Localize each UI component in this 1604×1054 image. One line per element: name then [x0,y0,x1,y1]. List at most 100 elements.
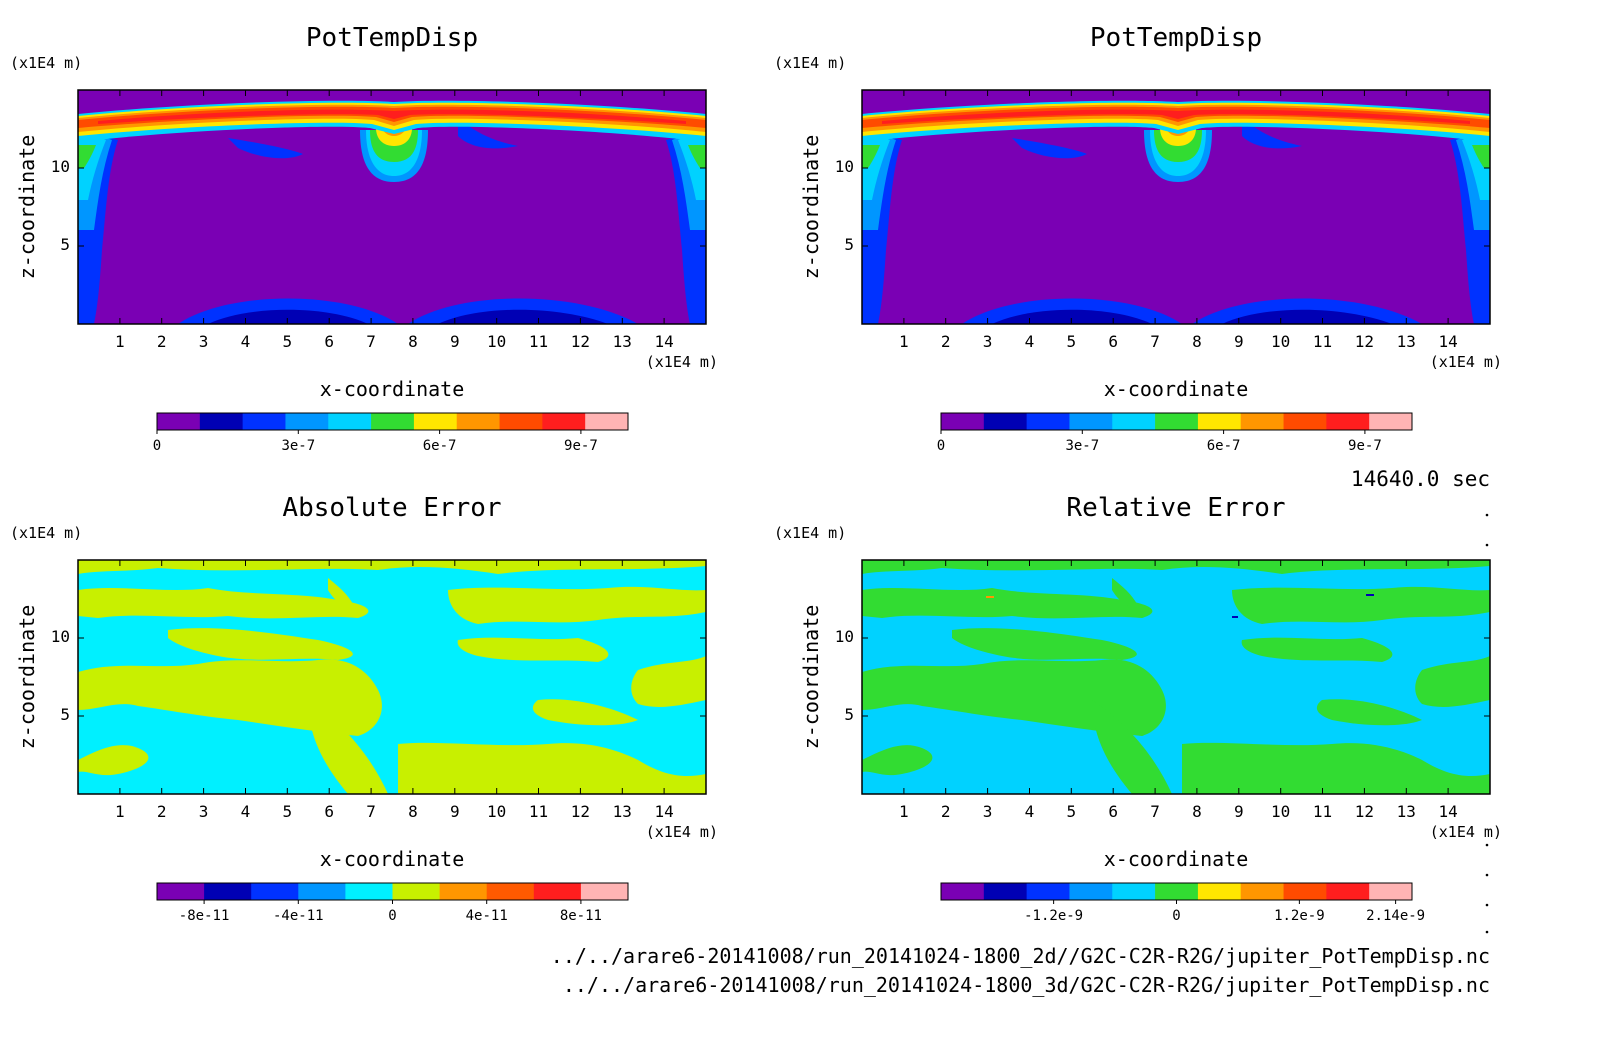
panel-3-ytick-10: 10 [51,627,70,646]
panel-3-x-label: x-coordinate [320,847,465,871]
panel-3-ytick-5: 5 [60,705,70,724]
panel-3-colorbar-segment [204,883,252,900]
panel-2-y-unit: (x1E4 m) [774,54,846,72]
panel-1-ytick-5: 5 [60,235,70,254]
panel-2-colorbar-segment [1112,413,1156,430]
panel-3-xtick-5: 5 [283,802,293,821]
panel-2-xtick-7: 7 [1150,332,1160,351]
panel-2-ytick-10: 10 [835,157,854,176]
panel-3-xtick-14: 14 [655,802,674,821]
panel-3-colorbar-segment [486,883,535,900]
panel-1-x-label: x-coordinate [320,377,465,401]
panel-3-colorbar-segment [533,883,582,900]
panel-1-colorbar-segment [242,413,286,430]
panel-3-xtick-9: 9 [450,802,460,821]
panel-3: Absolute Error (x1E4 m) 1 2 3 4 5 6 7 8 9 10 11 12 1… [10,493,718,924]
panel-4-xtick-7: 7 [1150,802,1160,821]
panel-1-colorbar-segment [456,413,501,430]
panel-4-xtick-10: 10 [1271,802,1290,821]
panel-2-y-label: z-coordinate [799,135,823,280]
panel-4-xtick-3: 3 [983,802,993,821]
file-path-2: ../../arare6-20141008/run_20141024-1800_… [563,973,1490,997]
panel-1-xtick-1: 1 [115,332,125,351]
panel-1-colorbar-label: 3e-7 [281,438,315,454]
panel-4-xtick-6: 6 [1108,802,1118,821]
panel-1-xtick-9: 9 [450,332,460,351]
panel-1-title: PotTempDisp [306,23,478,53]
panel-4-xtick-2: 2 [941,802,951,821]
panel-3-xtick-12: 12 [571,802,590,821]
panel-3-xtick-8: 8 [408,802,418,821]
panel-2-colorbar-segment [1326,413,1370,430]
panel-3-colorbar-label: 0 [388,908,396,924]
panel-1-xtick-12: 12 [571,332,590,351]
panel-1-colorbar-segment [499,413,543,430]
panel-4-colorbar-label: -1.2e-9 [1024,908,1083,924]
panel-4-colorbar-segment [1069,883,1113,900]
panel-2-colorbar-segment [1197,413,1242,430]
panel-3-xtick-13: 13 [613,802,632,821]
file-path-1: ../../arare6-20141008/run_20141024-1800_… [551,944,1490,968]
panel-2-xtick-6: 6 [1108,332,1118,351]
panel-4-colorbar-segment [1197,883,1242,900]
panel-4-xtick-9: 9 [1234,802,1244,821]
panel-1-colorbar-segment [585,413,629,430]
panel-1-colorbar-segment [199,413,244,430]
panel-2: PotTempDisp (x1E4 m) 1 2 3 4 5 6 7 8 9 10 11 12 13 14… [774,23,1502,454]
panel-4-colorbar-segment [1369,883,1413,900]
panel-3-colorbar-segment [251,883,299,900]
panel-2-xtick-4: 4 [1025,332,1035,351]
panel-3-colorbar-segment [392,883,441,900]
panel-1-y-label: z-coordinate [15,135,39,280]
panel-3-heatmap [78,560,706,794]
panel-1-colorbar-segment [542,413,586,430]
panel-4-title: Relative Error [1066,493,1285,523]
panel-3-colorbar-segment [345,883,393,900]
panel-2-colorbar-segment [983,413,1028,430]
panel-4-ytick-5: 5 [844,705,854,724]
panel-2-xtick-9: 9 [1234,332,1244,351]
panel-1-xtick-13: 13 [613,332,632,351]
panel-2-title: PotTempDisp [1090,23,1262,53]
panel-1-xtick-4: 4 [241,332,251,351]
panel-2-xtick-5: 5 [1067,332,1077,351]
panel-2-colorbar-label: 0 [937,438,945,454]
panel-1-colorbar-label: 9e-7 [564,438,598,454]
panel-3-xtick-6: 6 [324,802,334,821]
panel-4-xtick-13: 13 [1397,802,1416,821]
panel-2-colorbar-segment [1369,413,1413,430]
panel-4-colorbar-segment [1326,883,1370,900]
panel-3-title: Absolute Error [282,493,501,523]
panel-1-colorbar-segment [285,413,329,430]
panel-2-xtick-8: 8 [1192,332,1202,351]
panel-2-xtick-3: 3 [983,332,993,351]
panel-4-y-label: z-coordinate [799,605,823,750]
panel-2-colorbar-label: 3e-7 [1065,438,1099,454]
panel-3-colorbar-label: 4e-11 [466,908,508,924]
panel-4-x-unit: (x1E4 m) [1430,823,1502,841]
panel-4-x-label: x-coordinate [1104,847,1249,871]
panel-1-ytick-10: 10 [51,157,70,176]
panel-1-xtick-11: 11 [529,332,548,351]
panel-2-xtick-1: 1 [899,332,909,351]
panel-2-colorbar-label: 6e-7 [1207,438,1241,454]
panel-3-y-label: z-coordinate [15,605,39,750]
panel-3-colorbar-label: -8e-11 [179,908,230,924]
panel-1-y-unit: (x1E4 m) [10,54,82,72]
panel-4: Relative Error (x1E4 m) 1 2 3 4 5 6 7 8 9 10 11 12 1… [774,493,1502,924]
panel-2-xtick-2: 2 [941,332,951,351]
panel-1-xtick-7: 7 [366,332,376,351]
panel-2-x-unit: (x1E4 m) [1430,353,1502,371]
panel-4-xtick-14: 14 [1439,802,1458,821]
panel-3-x-unit: (x1E4 m) [646,823,718,841]
right-margin-dots [1485,513,1489,934]
panel-2-colorbar-segment [1240,413,1285,430]
panel-4-colorbar-label: 1.2e-9 [1274,908,1325,924]
panel-4-colorbar-segment [1026,883,1070,900]
panel-1-colorbar-segment [413,413,458,430]
panel-2-xtick-10: 10 [1271,332,1290,351]
panel-3-xtick-3: 3 [199,802,209,821]
panel-1-colorbar-frame [156,412,629,431]
panel-4-y-unit: (x1E4 m) [774,524,846,542]
panel-2-colorbar-label: 9e-7 [1348,438,1382,454]
